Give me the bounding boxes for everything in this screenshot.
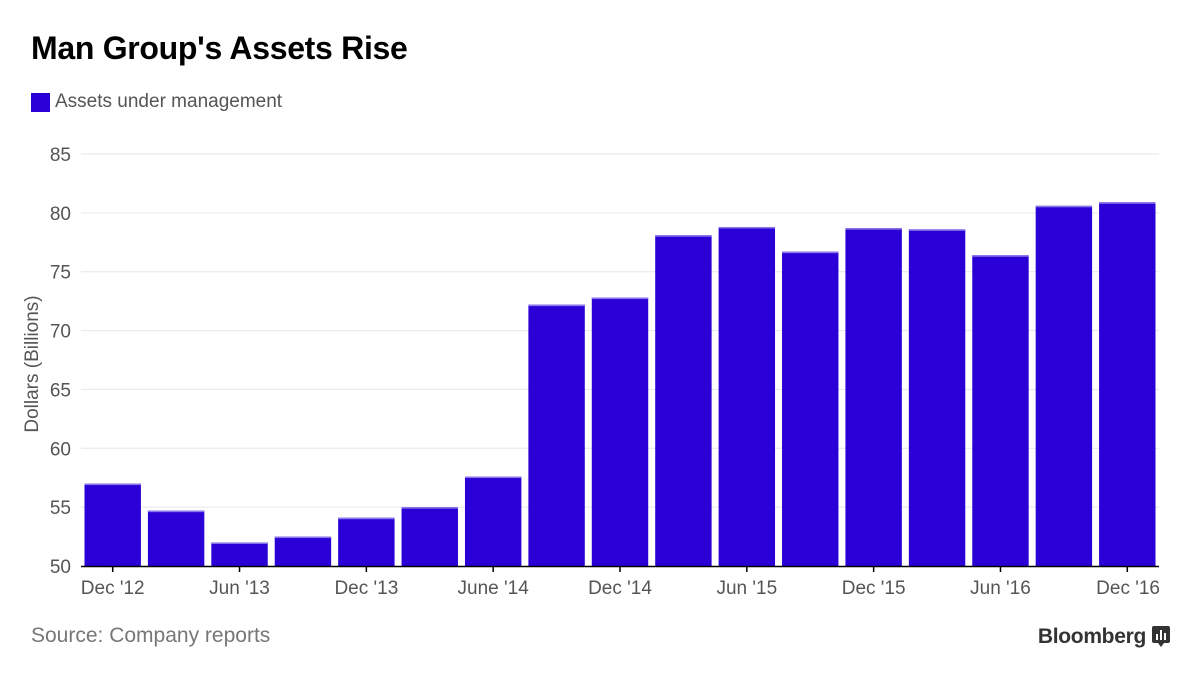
- bar: [908, 229, 966, 566]
- bar: [338, 517, 395, 566]
- chart-title: Man Group's Assets Rise: [31, 30, 408, 66]
- bar-top-edge: [528, 304, 585, 307]
- x-tick-label: Jun '13: [209, 578, 270, 599]
- legend-swatch: [31, 92, 50, 112]
- bar: [528, 304, 585, 566]
- x-tick-label: Dec '13: [334, 578, 398, 599]
- bar-top-edge: [84, 483, 141, 486]
- bar-top-edge: [655, 235, 712, 237]
- bar: [782, 251, 839, 566]
- bar: [718, 226, 776, 567]
- bar-top-edge: [845, 228, 902, 230]
- bar-top-edge: [1035, 205, 1093, 208]
- x-tick-label: Jun '16: [970, 578, 1031, 599]
- x-tick-label: Jun '15: [716, 578, 777, 599]
- bar: [1035, 205, 1093, 566]
- bloomberg-logo: Bloomberg: [1038, 625, 1170, 649]
- bar-top-edge: [147, 510, 205, 513]
- bar: [274, 536, 332, 566]
- y-tick-label: 75: [50, 263, 71, 284]
- bar: [591, 297, 649, 566]
- bar: [147, 510, 205, 566]
- y-tick-label: 85: [50, 145, 71, 166]
- x-tick-label: June '14: [458, 578, 530, 599]
- bar: [211, 542, 268, 566]
- bar: [845, 228, 902, 566]
- x-tick-label: Dec '14: [588, 578, 652, 599]
- source-note: Source: Company reports: [31, 624, 271, 647]
- y-axis-title: Dollars (Billions): [22, 295, 43, 432]
- y-tick-label: 60: [50, 439, 71, 460]
- bar: [84, 483, 141, 566]
- y-tick-label: 65: [50, 380, 71, 401]
- bar: [401, 507, 458, 566]
- bar-top-edge: [464, 476, 522, 479]
- bar-top-edge: [338, 517, 395, 520]
- y-tick-labels: 50 55 60 65 70 75 80 85: [50, 145, 71, 578]
- x-tick-label: Dec '15: [842, 578, 906, 599]
- bar: [464, 476, 522, 566]
- x-tick-labels: Dec '12 Jun '13 Dec '13 June '14 Dec '14 Jun …: [81, 578, 1160, 599]
- bloomberg-chart-icon: [1152, 626, 1170, 647]
- x-tick-label: Dec '16: [1096, 578, 1160, 599]
- bar-top-edge: [211, 542, 268, 544]
- bar-top-edge: [782, 251, 839, 254]
- bar: [972, 255, 1029, 566]
- y-tick-label: 55: [50, 498, 71, 519]
- x-axis: [81, 565, 1159, 572]
- y-tick-label: 80: [50, 204, 71, 225]
- bar-top-edge: [972, 255, 1029, 257]
- bar-top-edge: [401, 507, 458, 509]
- bars: [84, 202, 1156, 567]
- bar-top-edge: [718, 226, 776, 229]
- y-tick-label: 70: [50, 322, 71, 343]
- brand-name: Bloomberg: [1037, 625, 1146, 648]
- bar-top-edge: [908, 229, 966, 231]
- bar-top-edge: [1099, 202, 1156, 204]
- x-tick-label: Dec '12: [81, 578, 145, 599]
- bar-top-edge: [591, 297, 649, 300]
- bar-top-edge: [274, 536, 332, 539]
- bar: [1099, 202, 1156, 566]
- legend-label: Assets under management: [55, 91, 283, 112]
- bar: [655, 235, 712, 567]
- y-tick-label: 50: [50, 557, 71, 578]
- legend: Assets under management: [31, 91, 282, 113]
